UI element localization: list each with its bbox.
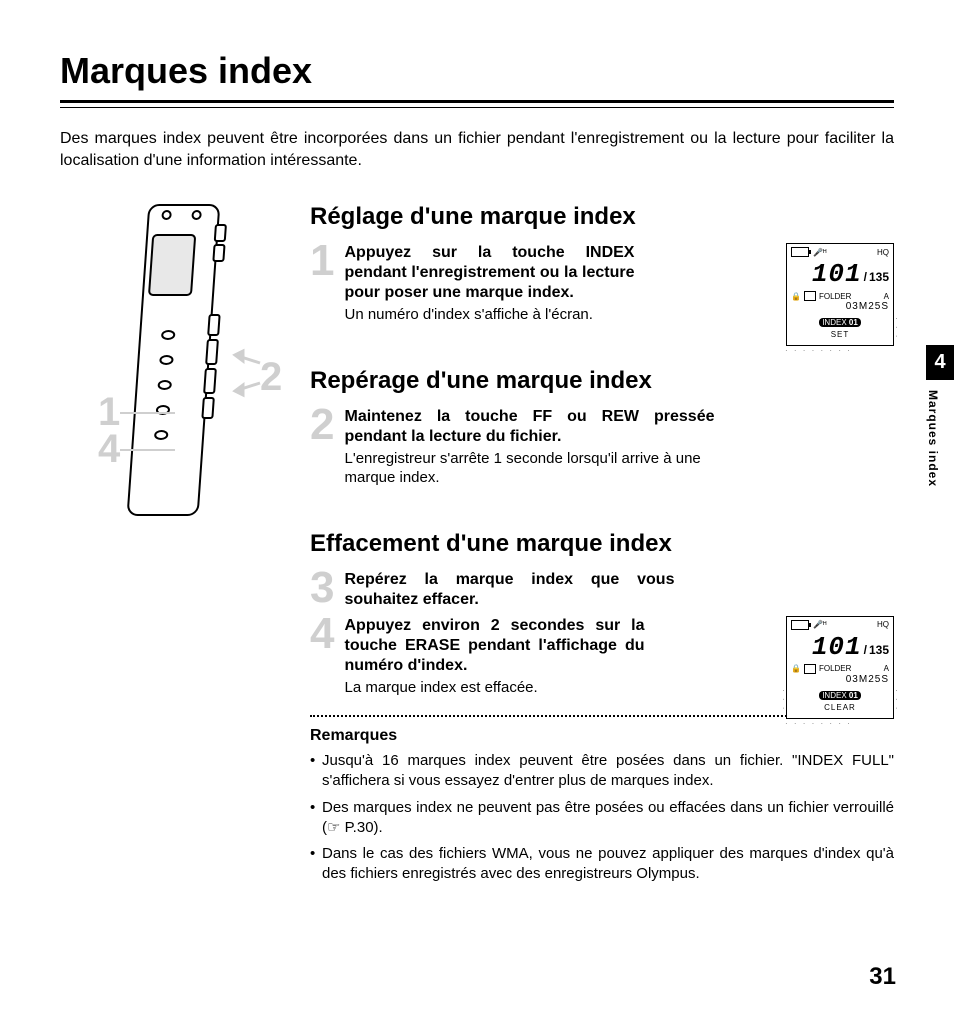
lcd-main-digits: 101 (812, 259, 862, 289)
recorder-svg (60, 195, 280, 535)
title-rule-thin (60, 107, 894, 108)
index-tag: INDEX 01 (819, 318, 861, 327)
page-title: Marques index (60, 50, 894, 92)
battery-icon (791, 247, 809, 257)
folder-icon (804, 664, 816, 674)
lcd-total: 135 (869, 270, 889, 284)
text: Maintenez la touche (344, 408, 532, 425)
keyword-ff: FF (533, 408, 553, 425)
lcd-clear-label: CLEAR (791, 703, 889, 712)
keyword-index: INDEX (586, 244, 635, 261)
note-item: Dans le cas des fichiers WMA, vous ne po… (310, 844, 894, 885)
folder-letter: A (884, 664, 889, 673)
step-1-desc: Un numéro d'index s'affiche à l'écran. (344, 305, 634, 325)
index-tag: INDEX 01 (819, 691, 861, 700)
lcd-time: 03M25S (791, 301, 889, 312)
alarm-icon: 🔒 (791, 292, 801, 301)
notes-heading: Remarques (310, 727, 894, 745)
step-4-instruction: Appuyez environ 2 secondes sur la touche… (344, 616, 644, 676)
step-2-desc: L'enregistreur s'arrête 1 seconde lorsqu… (344, 449, 714, 488)
text: pendant l'enregistrement ou la lecture p… (344, 264, 634, 301)
folder-label: FOLDER (819, 664, 851, 673)
intro-paragraph: Des marques index peuvent être incorporé… (60, 128, 894, 171)
sparkle-icon: · · · (892, 689, 901, 711)
title-rule-thick (60, 100, 894, 103)
callout-4-line (120, 449, 175, 451)
lcd-slash: / (864, 270, 867, 284)
step-2: 2 Maintenez la touche FF ou REW pressée … (310, 407, 894, 488)
content-columns: 1 2 4 Réglage d'une marque index 1 Appuy… (60, 195, 894, 891)
step-number: 3 (310, 568, 334, 608)
note-item: Jusqu'à 16 marques index peuvent être po… (310, 751, 894, 792)
folder-label: FOLDER (819, 292, 851, 301)
step-4-desc: La marque index est effacée. (344, 678, 644, 698)
device-illustration: 1 2 4 (60, 195, 280, 535)
hq-indicator: HQ (877, 620, 889, 629)
note-item: Des marques index ne peuvent pas être po… (310, 798, 894, 839)
left-column: 1 2 4 (60, 195, 290, 535)
alarm-icon: 🔒 (791, 664, 801, 673)
step-2-instruction: Maintenez la touche FF ou REW pressée pe… (344, 407, 714, 447)
callout-2: 2 (260, 355, 282, 400)
step-number: 1 (310, 241, 334, 281)
side-tab-label: Marques index (926, 390, 940, 487)
battery-icon (791, 620, 809, 630)
step-number: 4 (310, 614, 334, 654)
page-number: 31 (869, 963, 896, 991)
callout-1-line (120, 412, 175, 414)
keyword-erase: ERASE (405, 637, 460, 654)
lcd-display-clear: 🎤ᴴ HQ 101 / 135 🔒 FOLDER A 03M25S (786, 616, 894, 719)
manual-page: Marques index Des marques index peuvent … (0, 0, 954, 1019)
side-tab: 4 Marques index (926, 345, 954, 487)
lcd-display-set: 🎤ᴴ HQ 101 / 135 🔒 FOLDER A 03M25S (786, 243, 894, 346)
section-heading-erase: Effacement d'une marque index (310, 530, 894, 558)
hq-indicator: HQ (877, 248, 889, 257)
lcd-set-label: SET (791, 330, 889, 339)
step-3-instruction: Repérez la marque index que vous souhait… (344, 570, 674, 610)
lcd-main-digits: 101 (812, 632, 862, 662)
step-3: 3 Repérez la marque index que vous souha… (310, 570, 894, 610)
sparkle-icon: · · · · · · · · (785, 719, 852, 728)
chapter-number: 4 (926, 345, 954, 380)
right-column: Réglage d'une marque index 1 Appuyez sur… (310, 195, 894, 891)
sparkle-icon: · · · · · · · · (785, 346, 852, 355)
mic-icon: 🎤ᴴ (813, 620, 826, 629)
folder-letter: A (884, 292, 889, 301)
section-heading-set: Réglage d'une marque index (310, 203, 894, 231)
mic-icon: 🎤ᴴ (813, 248, 826, 257)
lcd-total: 135 (869, 643, 889, 657)
sparkle-icon: · · · (892, 317, 901, 339)
text: ou (552, 408, 602, 425)
sparkle-icon: · · · (779, 689, 788, 711)
step-1-instruction: Appuyez sur la touche INDEX pendant l'en… (344, 243, 634, 303)
keyword-rew: REW (602, 408, 639, 425)
lcd-slash: / (864, 643, 867, 657)
folder-icon (804, 291, 816, 301)
section-heading-locate: Repérage d'une marque index (310, 367, 894, 395)
step-number: 2 (310, 405, 334, 445)
callout-4: 4 (98, 427, 120, 472)
lcd-time: 03M25S (791, 674, 889, 685)
text: Appuyez sur la touche (344, 244, 585, 261)
